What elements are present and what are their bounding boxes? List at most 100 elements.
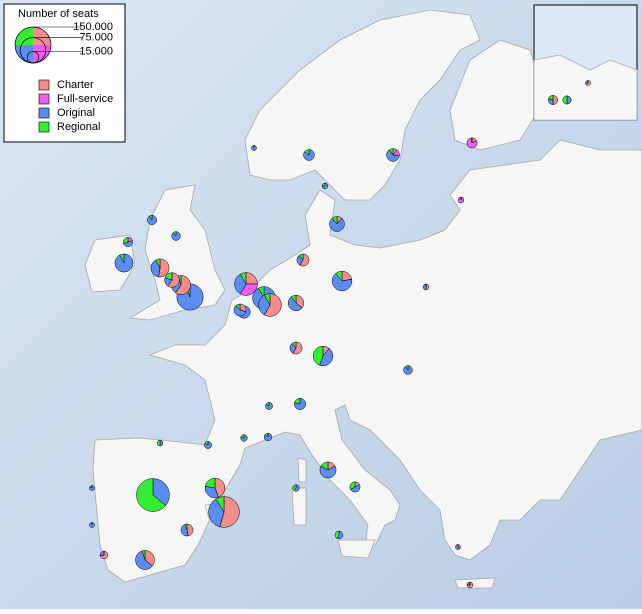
- legend-swatch: [38, 79, 50, 91]
- pie-slice: [135, 550, 153, 570]
- airport-pie: [156, 439, 164, 447]
- legend-categories: Charter Full-service Original Regional: [38, 79, 113, 133]
- pie-slice: [548, 95, 554, 101]
- pie-slice: [123, 237, 129, 244]
- pie-slice: [292, 484, 297, 492]
- pie-slice: [321, 182, 329, 190]
- pie-slice: [466, 581, 474, 589]
- pie-slice: [144, 550, 155, 567]
- pie-slice: [290, 294, 297, 304]
- pie-slice: [114, 253, 134, 273]
- inset-land: [533, 54, 638, 121]
- airport-pie: [204, 441, 212, 449]
- pie-slice: [257, 286, 265, 299]
- pie-slice: [158, 258, 170, 278]
- pie-slice: [265, 402, 270, 407]
- airport-pie: [294, 398, 306, 410]
- airport-pie: [99, 550, 109, 560]
- pie-slice: [552, 95, 558, 105]
- airport-pie: [136, 478, 170, 512]
- pie-slice: [184, 523, 188, 531]
- airport-pie: [289, 341, 303, 355]
- airport-pie: [457, 196, 465, 204]
- pie-slice: [89, 485, 95, 491]
- pie-slice: [119, 253, 125, 264]
- pie-slice: [264, 432, 269, 438]
- legend-swatch-quadrant: [15, 27, 33, 45]
- legend-size-label: 75.000: [79, 31, 113, 43]
- pie-slice: [303, 149, 315, 161]
- airport-pie: [123, 237, 133, 247]
- airport-pie: [233, 303, 247, 317]
- pie-slice: [263, 293, 271, 306]
- airport-pie: [466, 581, 474, 589]
- pie-slice: [214, 477, 226, 498]
- pie-slice: [204, 441, 209, 446]
- pie-slice: [233, 305, 247, 317]
- pie-slice: [152, 478, 170, 506]
- airport-pie: [263, 432, 273, 442]
- airport-pie: [251, 145, 257, 151]
- airport-pie: [287, 294, 304, 312]
- pie-slice: [294, 398, 306, 410]
- pie-slice: [562, 95, 568, 105]
- pie-slice: [319, 465, 337, 479]
- pie-slice: [172, 231, 177, 237]
- pie-slice: [466, 137, 478, 149]
- airport-pie: [204, 477, 226, 499]
- pie-slice: [331, 273, 353, 292]
- pie-slice: [258, 294, 271, 316]
- pie-slice: [319, 348, 334, 367]
- airport-pie: [258, 293, 282, 317]
- pie-slice: [123, 240, 133, 247]
- pie-slice: [336, 530, 344, 540]
- airport-pie: [562, 95, 572, 105]
- airport-pie: [292, 484, 300, 492]
- pie-slice: [388, 148, 394, 156]
- airport-pie: [312, 345, 334, 367]
- pie-slice: [298, 253, 304, 261]
- airport-pie: [208, 496, 240, 528]
- legend-label: Charter: [57, 79, 94, 91]
- pie-slice: [235, 303, 241, 311]
- pie-slice: [585, 80, 589, 85]
- airport-pie: [321, 182, 329, 190]
- airport-pie: [422, 283, 430, 291]
- pie-slice: [186, 523, 194, 537]
- pie-slice: [89, 485, 93, 489]
- airport-pie: [466, 137, 478, 149]
- pie-slice: [175, 275, 191, 295]
- airport-pie: [89, 485, 95, 491]
- pie-slice: [404, 365, 409, 371]
- legend-swatch: [38, 93, 50, 105]
- pie-slice: [329, 218, 345, 232]
- airport-pie: [89, 522, 95, 528]
- airport-pie: [164, 272, 180, 288]
- airport-pie: [171, 231, 181, 241]
- pie-slice: [136, 478, 167, 512]
- airport-pie: [265, 402, 273, 410]
- pie-slice: [331, 216, 338, 225]
- pie-slice: [294, 398, 301, 405]
- legend-size-label: 150.000: [73, 21, 113, 33]
- airport-pie: [331, 270, 353, 292]
- legend-label: Full-service: [57, 93, 113, 105]
- pie-slice: [167, 272, 180, 288]
- pie-slice: [299, 253, 310, 267]
- airport-pie: [329, 216, 345, 232]
- pie-slice: [215, 496, 225, 513]
- land: [84, 9, 642, 589]
- legend-swatch-quadrant: [33, 27, 51, 45]
- airport-pie: [240, 434, 248, 442]
- pie-slice: [350, 484, 361, 493]
- pie-slice: [287, 296, 303, 312]
- airport-pie: [135, 550, 155, 570]
- pie-slice: [335, 270, 343, 282]
- airport-pie: [334, 530, 344, 540]
- pies: [89, 80, 591, 589]
- pie-slice: [240, 434, 245, 439]
- airport-pie: [150, 258, 170, 278]
- airport-pie: [180, 523, 194, 537]
